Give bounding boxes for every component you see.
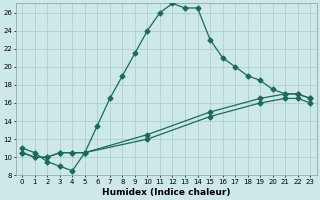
X-axis label: Humidex (Indice chaleur): Humidex (Indice chaleur) xyxy=(102,188,230,197)
